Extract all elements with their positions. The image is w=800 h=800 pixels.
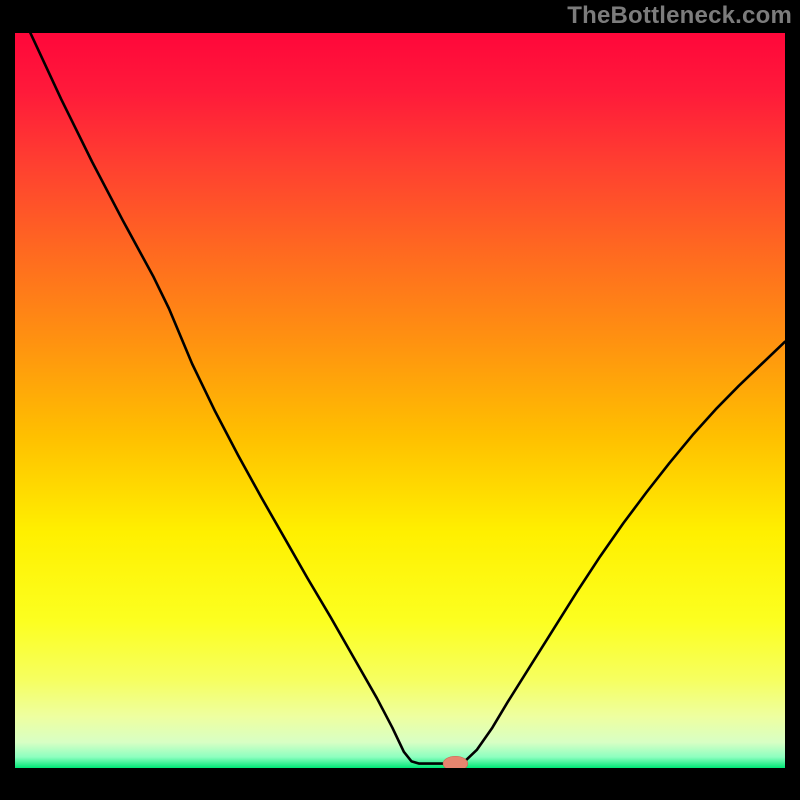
chart-frame: TheBottleneck.com [0,0,800,800]
gradient-background [15,33,785,768]
optimal-point-marker [443,756,468,768]
attribution-text: TheBottleneck.com [567,2,792,30]
bottleneck-curve-chart [15,33,785,768]
